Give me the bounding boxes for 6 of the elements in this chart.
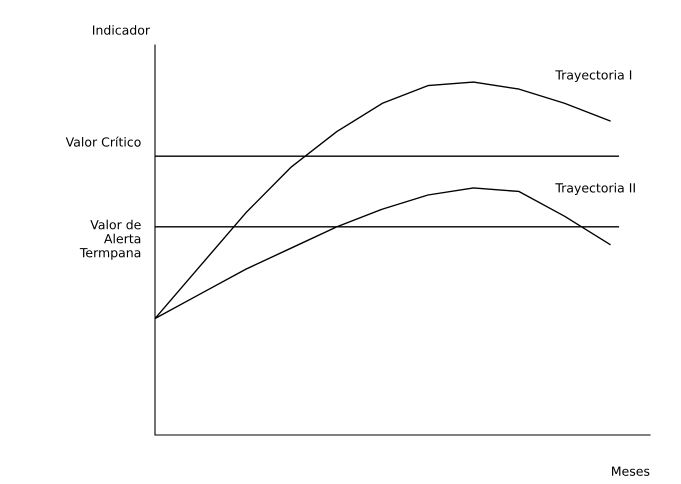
series-label: Trayectoria I: [555, 70, 632, 82]
ref-line-label: Valor de Alerta Termpana: [80, 220, 141, 260]
ref-line-label: Valor Crítico: [66, 136, 141, 147]
y-axis-title: Indicador: [93, 25, 150, 35]
series-label: Trayectoria II: [555, 182, 635, 195]
x-axis-title: Meses: [612, 466, 650, 476]
